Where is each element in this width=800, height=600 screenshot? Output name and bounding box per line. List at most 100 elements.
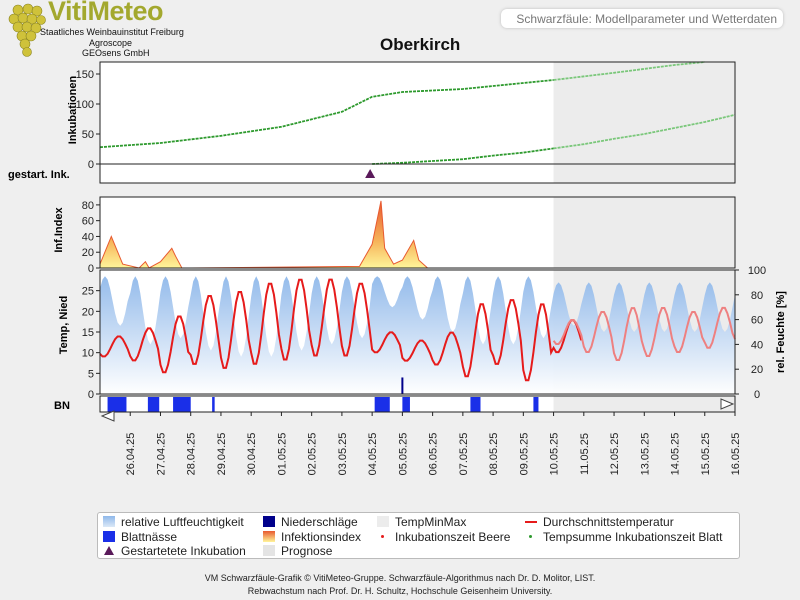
triangle-icon bbox=[104, 546, 114, 555]
ylabel-inkubationen: Inkubationen bbox=[67, 76, 79, 145]
incubation-forecast-1 bbox=[553, 113, 736, 150]
x-tick-label: 08.05.25 bbox=[488, 433, 500, 476]
legend-swatch-beere bbox=[381, 535, 384, 538]
legend-swatch-leaf-wetness bbox=[103, 531, 115, 542]
brand-line-2: Agroscope bbox=[89, 38, 133, 48]
legend-swatch-infection-index bbox=[263, 531, 275, 542]
incubation-series-1 bbox=[372, 147, 554, 165]
inc-tick-label: 50 bbox=[82, 129, 94, 141]
idx-tick-label: 0 bbox=[88, 263, 94, 275]
legend-swatch-tempminmax bbox=[377, 516, 389, 527]
ylabel-inf-index: Inf.Index bbox=[53, 207, 65, 253]
scroll-left-icon bbox=[100, 410, 115, 422]
x-tick-label: 28.04.25 bbox=[186, 433, 198, 476]
temp-tick-label: 0 bbox=[88, 389, 94, 401]
chart-svg: 0 50 100 150 0 20 40 60 80 0 5 10 15 20 25 0 20 40 60 80 100… bbox=[8, 61, 787, 476]
humidity-area bbox=[100, 276, 735, 394]
x-tick-label: 16.05.25 bbox=[730, 433, 742, 476]
legend-swatch-forecast bbox=[263, 545, 275, 556]
idx-tick-label: 60 bbox=[82, 216, 94, 228]
humidity-tick-label: 40 bbox=[751, 339, 763, 351]
grape-icon bbox=[8, 3, 46, 57]
leaf-wetness-block bbox=[402, 397, 410, 412]
inc-tick-label: 100 bbox=[76, 99, 94, 111]
legend-swatch-humidity bbox=[103, 516, 115, 527]
idx-tick-label: 40 bbox=[82, 231, 94, 243]
temp-tick-label: 15 bbox=[82, 327, 94, 339]
leaf-wetness-block bbox=[533, 397, 539, 412]
brand-name: VitiMeteo bbox=[48, 0, 164, 26]
footer-line-2: Rebwachstum nach Prof. Dr. H. Schultz, H… bbox=[247, 586, 553, 596]
temperature-line bbox=[99, 278, 736, 382]
legend-label-precip: Niederschläge bbox=[281, 515, 358, 529]
vitimeteo-logo: VitiMeteo Staatliches Weinbauinstitut Fr… bbox=[4, 0, 184, 60]
legend-swatch-avgtemp bbox=[525, 521, 537, 523]
x-tick-label: 04.05.25 bbox=[367, 433, 379, 476]
forecast-region bbox=[553, 197, 735, 268]
legend-label-tempminmax: TempMinMax bbox=[395, 515, 467, 529]
x-tick-label: 29.04.25 bbox=[216, 433, 228, 476]
x-tick-label: 10.05.25 bbox=[549, 433, 561, 476]
x-tick-label: 30.04.25 bbox=[246, 433, 258, 476]
leaf-wetness-block bbox=[107, 397, 127, 412]
legend-swatch-precip bbox=[263, 516, 275, 527]
axes: 0 50 100 150 0 20 40 60 80 0 5 10 15 20 25 0 20 40 60 80 100… bbox=[76, 61, 766, 476]
brand-line-1: Staatliches Weinbauinstitut Freiburg bbox=[40, 27, 184, 37]
inc-tick-label: 150 bbox=[76, 69, 94, 81]
x-tick-label: 11.05.25 bbox=[579, 433, 591, 475]
idx-tick-label: 20 bbox=[82, 247, 94, 259]
leaf-wetness-block bbox=[470, 397, 481, 412]
started-incubation-marker bbox=[365, 169, 376, 178]
incubation-forecast-0 bbox=[553, 61, 705, 81]
footer-line-1: VM Schwarzfäule-Grafik © VitiMeteo-Grupp… bbox=[204, 573, 596, 583]
legend-label-started-incubation: Gestartetete Inkubation bbox=[121, 544, 246, 558]
x-tick-label: 13.05.25 bbox=[639, 433, 651, 476]
x-tick-label: 07.05.25 bbox=[458, 433, 470, 476]
x-tick-label: 27.04.25 bbox=[155, 433, 167, 476]
axis-labels: Inkubationen gestart. Ink. Inf.Index Tem… bbox=[8, 76, 787, 412]
x-tick-label: 26.04.25 bbox=[125, 433, 137, 476]
temp-tick-label: 25 bbox=[82, 286, 94, 298]
scroll-right-icon bbox=[720, 398, 735, 410]
humidity-tick-label: 100 bbox=[748, 265, 766, 277]
x-tick-label: 09.05.25 bbox=[518, 433, 530, 476]
temp-tick-label: 20 bbox=[82, 306, 94, 318]
legend-swatch-blatt bbox=[529, 535, 532, 538]
legend-label-blatt: Tempsumme Inkubationszeit Blatt bbox=[543, 530, 723, 544]
x-tick-label: 01.05.25 bbox=[276, 433, 288, 476]
header-subtitle: Schwarzfäule: Modellparameter und Wetter… bbox=[516, 12, 777, 26]
legend-label-infection-index: Infektionsindex bbox=[281, 530, 362, 544]
markers bbox=[107, 169, 539, 412]
humidity-tick-label: 20 bbox=[751, 364, 763, 376]
x-tick-label: 02.05.25 bbox=[307, 433, 319, 476]
x-tick-label: 06.05.25 bbox=[428, 433, 440, 476]
forecast-region bbox=[553, 164, 735, 183]
leaf-wetness-block bbox=[173, 397, 191, 412]
panel-border bbox=[99, 196, 736, 269]
brand-line-3: GEOsens GmbH bbox=[82, 48, 150, 58]
humidity-area bbox=[100, 276, 735, 394]
legend: relative Luftfeuchtigkeit Niederschläge … bbox=[97, 512, 740, 559]
humidity-tick-label: 80 bbox=[751, 290, 763, 302]
leaf-wetness-block bbox=[374, 397, 390, 412]
x-tick-label: 14.05.25 bbox=[670, 433, 682, 476]
temp-tick-label: 10 bbox=[82, 348, 94, 360]
ylabel-bn: BN bbox=[54, 400, 70, 412]
legend-label-beere: Inkubationszeit Beere bbox=[395, 530, 511, 544]
idx-tick-label: 80 bbox=[82, 200, 94, 212]
header-box: Schwarzfäule: Modellparameter und Wetter… bbox=[501, 9, 783, 28]
leaf-wetness-block bbox=[147, 397, 160, 412]
legend-label-forecast: Prognose bbox=[281, 544, 333, 558]
legend-label-humidity: relative Luftfeuchtigkeit bbox=[121, 515, 244, 529]
temperature-line bbox=[99, 278, 583, 382]
forecast-region bbox=[553, 62, 735, 164]
precipitation-bar bbox=[401, 377, 404, 394]
incubation-series-0 bbox=[99, 79, 554, 149]
temperature-forecast-line bbox=[552, 306, 736, 361]
incubation-lines bbox=[99, 61, 736, 165]
x-tick-label: 12.05.25 bbox=[609, 433, 621, 476]
legend-label-avgtemp: Durchschnittstemperatur bbox=[543, 515, 674, 529]
temp-tick-label: 5 bbox=[88, 368, 94, 380]
leaf-wetness-block bbox=[212, 397, 215, 412]
